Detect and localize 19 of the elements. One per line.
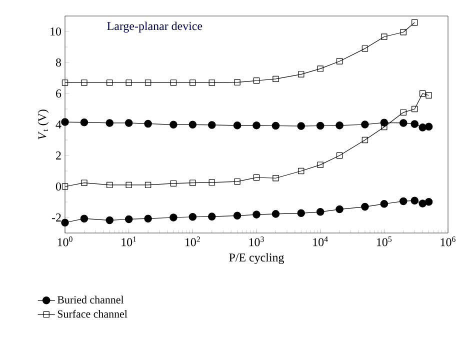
- annotation: Large-planar device: [107, 22, 202, 33]
- legend-label: Buried channel: [57, 296, 124, 304]
- y-tick-label: 6: [56, 89, 62, 98]
- x-tick-label: 10$^{1}$: [122, 236, 136, 246]
- x-tick-label: 10$^{6}$: [440, 236, 456, 246]
- legend-label: Surface channel: [58, 310, 128, 318]
- x-tick-label: 10$^{4}$: [313, 236, 328, 246]
- y-tick-label: 10: [50, 27, 62, 36]
- y-tick-label: -2: [52, 214, 61, 222]
- y-tick-label: 0: [56, 182, 62, 191]
- y-tick-label: 4: [56, 120, 62, 128]
- y-tick-label: 2: [56, 152, 61, 160]
- x-tick-label: 10$^{3}$: [249, 236, 264, 246]
- x-axis-title: P/E cycling: [229, 253, 284, 264]
- x-tick-label: 10$^{5}$: [377, 236, 392, 246]
- y-tick-label: 8: [56, 58, 62, 67]
- y-axis-title: V$_{t}$ (V): [38, 110, 49, 140]
- x-tick-label: 10$^{0}$: [58, 236, 72, 246]
- x-tick-label: 10$^{2}$: [186, 236, 200, 246]
